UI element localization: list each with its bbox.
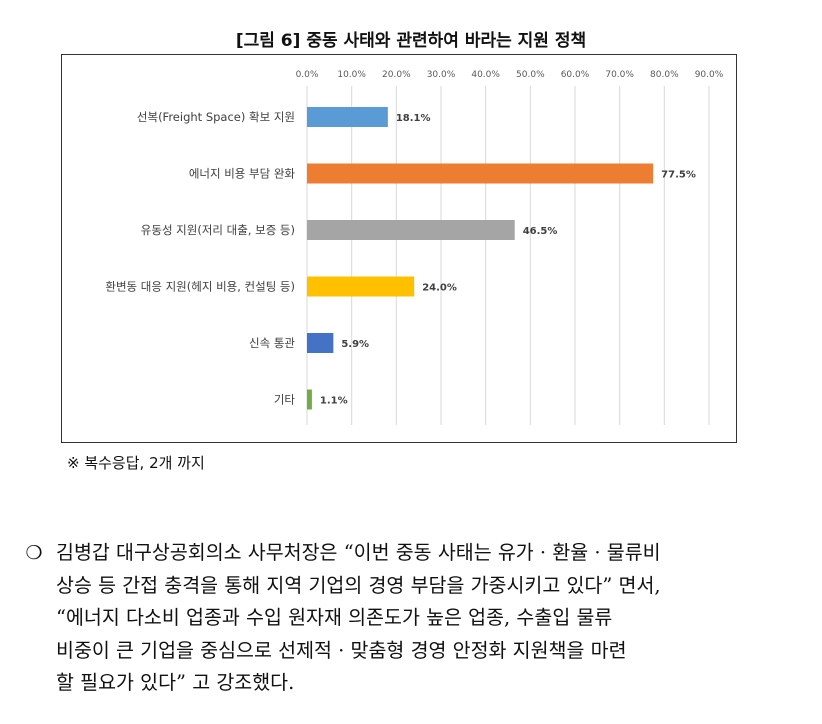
x-tick-label: 70.0% (605, 70, 634, 80)
paragraph-line: 비중이 큰 기업을 중심으로 선제적 · 맞춤형 경영 안정화 지원책을 마련 (56, 638, 627, 662)
x-tick-label: 90.0% (695, 70, 724, 80)
x-tick-label: 10.0% (337, 70, 366, 80)
category-label: 기타 (274, 393, 296, 407)
bar (307, 107, 388, 127)
bar (307, 276, 415, 297)
bar (307, 389, 312, 410)
category-label: 에너지 비용 부담 완화 (189, 167, 296, 181)
x-tick-label: 80.0% (650, 70, 679, 80)
data-label: 46.5% (523, 226, 558, 237)
bullet-icon: ❍ (25, 542, 43, 564)
bar (307, 220, 515, 240)
x-tick-label: 50.0% (516, 70, 545, 80)
chart-frame (61, 54, 737, 443)
data-label: 18.1% (396, 113, 431, 124)
paragraph-line: 할 필요가 있다” 고 강조했다. (56, 671, 295, 694)
x-tick-label: 60.0% (561, 70, 590, 80)
x-tick-label: 30.0% (427, 70, 456, 80)
category-label: 유동성 지원(저리 대출, 보증 등) (141, 223, 295, 237)
category-label: 신속 통관 (249, 336, 295, 350)
bar (307, 163, 654, 184)
x-tick-label: 40.0% (471, 70, 500, 80)
data-label: 24.0% (422, 283, 457, 294)
data-label: 77.5% (661, 170, 696, 181)
data-label: 1.1% (320, 396, 348, 407)
footnote: ※ 복수응답, 2개 까지 (67, 454, 205, 472)
x-tick-label: 0.0% (296, 70, 319, 80)
category-label: 환변동 대응 지원(헤지 비용, 컨설팅 등) (105, 280, 295, 294)
paragraph-line: 상승 등 간접 충격을 통해 지역 기업의 경영 부담을 가중시키고 있다” 면… (56, 573, 661, 597)
paragraph-line: 김병갑 대구상공회의소 사무처장은 “이번 중동 사태는 유가 · 환율 · 물… (56, 541, 661, 564)
figure-title: [그림 6] 중동 사태와 관련하여 바라는 지원 정책 (235, 31, 587, 51)
category-label: 선복(Freight Space) 확보 지원 (137, 110, 295, 124)
paragraph-line: “에너지 다소비 업종과 수입 원자재 의존도가 높은 업종, 수출입 물류 (56, 606, 613, 629)
bar (307, 333, 334, 353)
x-tick-label: 20.0% (382, 70, 411, 80)
data-label: 5.9% (341, 339, 369, 350)
